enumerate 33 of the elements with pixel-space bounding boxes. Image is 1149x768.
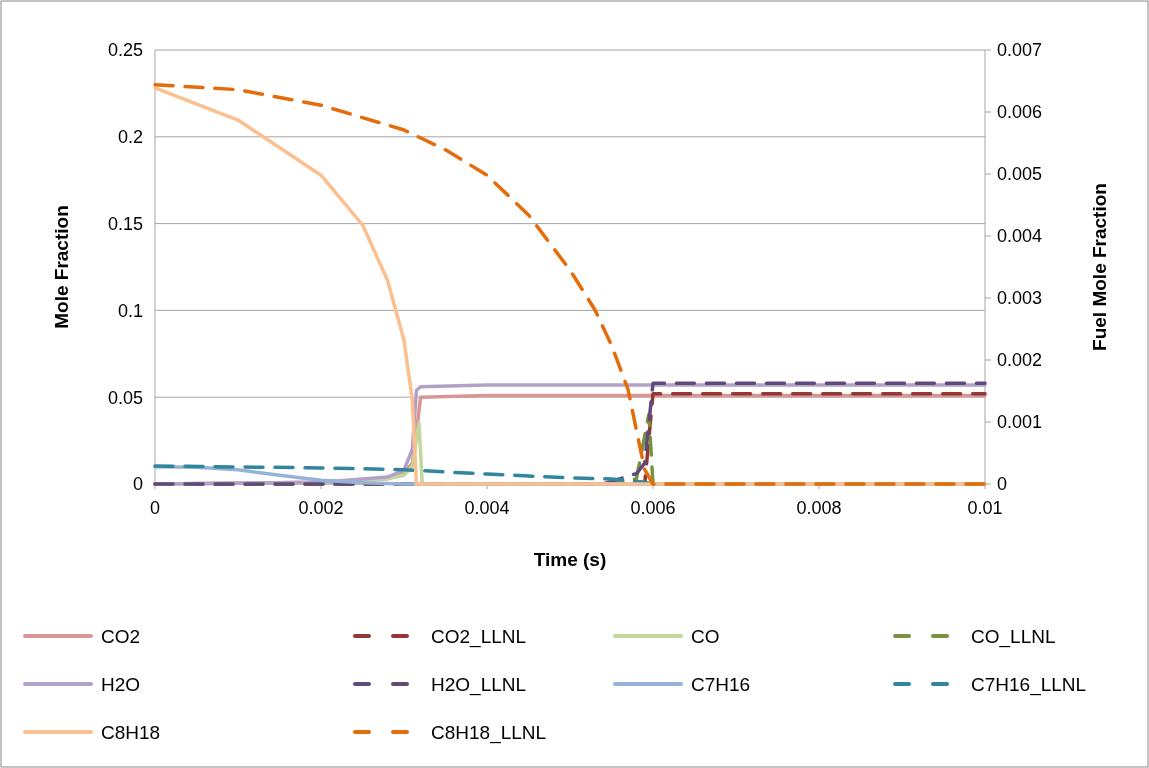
y2-tick-label: 0.005 (997, 164, 1043, 185)
y-tick-label: 0 (132, 474, 143, 495)
x-tick-label: 0.01 (967, 498, 1003, 518)
y2-tick-label: 0 (997, 474, 1008, 495)
y2-tick-label: 0.007 (997, 40, 1043, 61)
y2-tick-label: 0.001 (997, 412, 1043, 433)
x-tick-label: 0.002 (298, 498, 344, 518)
y-tick-label: 0.05 (107, 387, 143, 408)
legend-label: CO2_LLNL (431, 625, 527, 648)
x-axis-title: Time (s) (533, 549, 607, 570)
y2-tick-label: 0.006 (997, 102, 1043, 123)
legend-label: C8H18_LLNL (431, 721, 547, 744)
y-axis-title: Mole Fraction (51, 205, 72, 329)
y2-tick-label: 0.002 (997, 350, 1043, 371)
legend-label: CO (691, 625, 720, 647)
y2-tick-label: 0.003 (997, 288, 1043, 309)
legend-label: C7H16 (691, 673, 751, 695)
y-tick-label: 0.25 (107, 40, 143, 61)
x-tick-label: 0.008 (796, 498, 842, 518)
legend-label: H2O (101, 673, 141, 695)
legend-label: C8H18 (101, 721, 161, 743)
x-tick-label: 0 (149, 498, 161, 518)
y-tick-label: 0.1 (117, 300, 143, 321)
legend-label: CO_LLNL (971, 625, 1056, 648)
legend-label: CO2 (101, 625, 141, 647)
y-tick-label: 0.2 (117, 127, 143, 148)
y2-axis-title: Fuel Mole Fraction (1089, 183, 1110, 351)
y-tick-label: 0.15 (107, 213, 143, 234)
y2-tick-label: 0.004 (997, 226, 1043, 247)
legend-label: H2O_LLNL (431, 673, 527, 696)
legend-label: C7H16_LLNL (971, 673, 1087, 696)
x-tick-label: 0.006 (630, 498, 676, 518)
x-tick-label: 0.004 (464, 498, 510, 518)
